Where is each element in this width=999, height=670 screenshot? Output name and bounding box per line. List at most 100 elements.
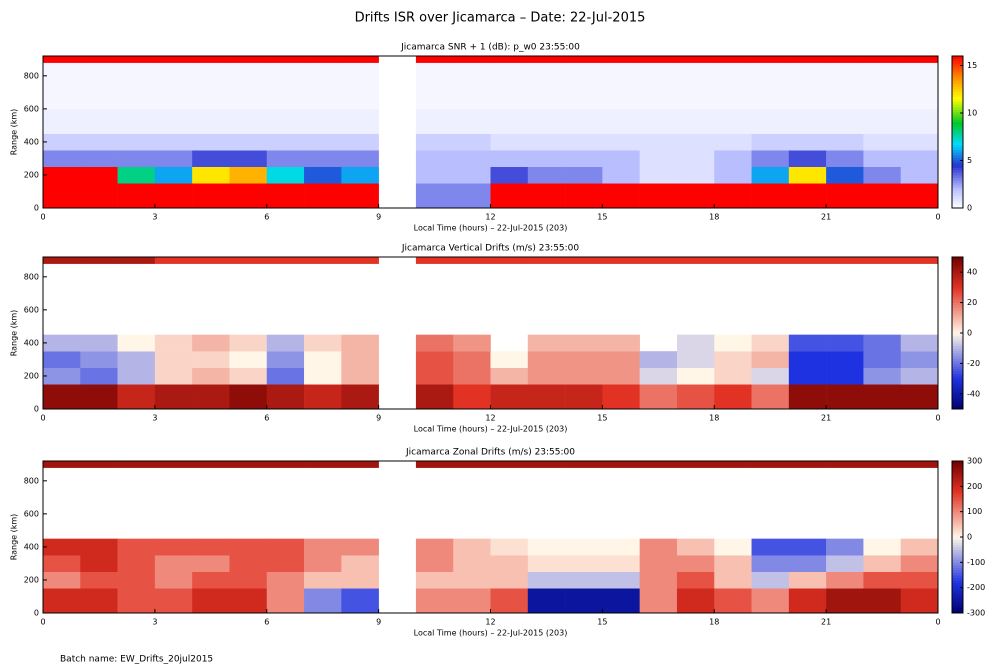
heatmap-cell (602, 538, 640, 556)
colorbar-step (952, 360, 963, 364)
heatmap-cell (415, 367, 454, 385)
colorbar-step (952, 547, 963, 551)
heatmap-cell (751, 351, 790, 368)
heatmap-cell (43, 571, 81, 589)
heatmap-cell (826, 56, 864, 63)
heatmap-cell (229, 62, 268, 110)
heatmap-cell (676, 108, 715, 134)
heatmap-cell (714, 351, 752, 368)
colorbar-step (952, 132, 963, 135)
colorbar-step (952, 577, 963, 581)
x-tick-label: 9 (376, 414, 381, 423)
heatmap-cell (266, 108, 305, 134)
heatmap-cell (863, 56, 902, 63)
heatmap-cell (117, 571, 156, 589)
heatmap-cell (192, 555, 230, 572)
colorbar-step (952, 582, 963, 586)
heatmap-cell (751, 461, 790, 468)
heatmap-cell (229, 334, 268, 352)
colorbar-step (952, 483, 963, 487)
colorbar-step (952, 496, 963, 500)
heatmap-cell (788, 62, 827, 110)
colorbar-step (952, 587, 963, 591)
heatmap-cell (751, 538, 790, 556)
heatmap-cell (676, 461, 715, 468)
heatmap-cell (266, 56, 305, 63)
colorbar-step (952, 491, 963, 495)
heatmap-cell (229, 351, 268, 368)
colorbar-tick-label: 100 (967, 507, 982, 516)
heatmap-cell (676, 56, 715, 63)
heatmap-cell (900, 334, 939, 352)
heatmap-cell (826, 166, 864, 184)
heatmap-cell (751, 555, 790, 572)
heatmap-cell (453, 133, 491, 151)
heatmap-cell (192, 257, 230, 264)
heatmap-cell (527, 461, 566, 468)
heatmap-cell (639, 150, 678, 167)
heatmap-cell (565, 367, 603, 385)
heatmap-cell (676, 166, 715, 184)
colorbar-step (952, 488, 963, 492)
x-tick-label: 15 (597, 618, 607, 627)
heatmap-cell (229, 461, 268, 468)
colorbar-tick-label: -20 (967, 359, 980, 368)
colorbar-step (952, 595, 963, 599)
colorbar-step (952, 461, 963, 464)
heatmap-cell (154, 133, 193, 151)
heatmap-cell (154, 183, 193, 209)
heatmap-cell (43, 461, 81, 468)
heatmap-cell (863, 334, 902, 352)
heatmap-cell (80, 588, 118, 614)
heatmap-cell (900, 538, 939, 556)
heatmap-cell (527, 257, 566, 264)
colorbar-step (952, 363, 963, 367)
colorbar-step (952, 466, 963, 469)
heatmap-cell (341, 334, 379, 352)
heatmap-cell (304, 351, 342, 368)
colorbar-step (952, 504, 963, 507)
heatmap-cell (602, 571, 640, 589)
heatmap-cell (154, 384, 193, 410)
heatmap-cell (154, 257, 193, 264)
colorbar-step (952, 86, 963, 90)
colorbar-step (952, 521, 963, 525)
colorbar-step (952, 68, 963, 72)
heatmap-cell (490, 133, 529, 151)
colorbar-tick-label: 300 (967, 457, 982, 466)
heatmap-cell (527, 150, 566, 167)
colorbar-step (952, 396, 963, 400)
heatmap-cell (863, 62, 902, 110)
colorbar-step (952, 383, 963, 387)
heatmap-cell (117, 257, 156, 264)
colorbar-step (952, 552, 963, 556)
colorbar-step (952, 348, 963, 352)
heatmap-cell (639, 257, 678, 264)
heatmap-cell (900, 384, 939, 410)
heatmap-cell (490, 108, 529, 134)
heatmap-cell (863, 461, 902, 468)
y-tick-label: 800 (24, 71, 39, 80)
heatmap-cell (565, 588, 603, 614)
heatmap-cell (192, 334, 230, 352)
colorbar-tick-label: -100 (967, 558, 985, 567)
heatmap-cell (788, 555, 827, 572)
heatmap-cell (154, 571, 193, 589)
colorbar-step (952, 305, 963, 309)
x-tick-label: 12 (485, 414, 495, 423)
heatmap-cell (490, 367, 529, 385)
colorbar-step (952, 376, 963, 379)
colorbar-step (952, 539, 963, 543)
y-tick-label: 800 (24, 476, 39, 485)
colorbar-step (952, 182, 963, 186)
colorbar-step (952, 365, 963, 369)
heatmap-cell (714, 461, 752, 468)
heatmap-cell (527, 166, 566, 184)
heatmap-cell (117, 351, 156, 368)
y-tick-label: 600 (24, 104, 39, 113)
colorbar-step (952, 172, 963, 176)
heatmap-cell (266, 367, 305, 385)
x-tick-label: 18 (709, 414, 719, 423)
heatmap-cell (602, 108, 640, 134)
